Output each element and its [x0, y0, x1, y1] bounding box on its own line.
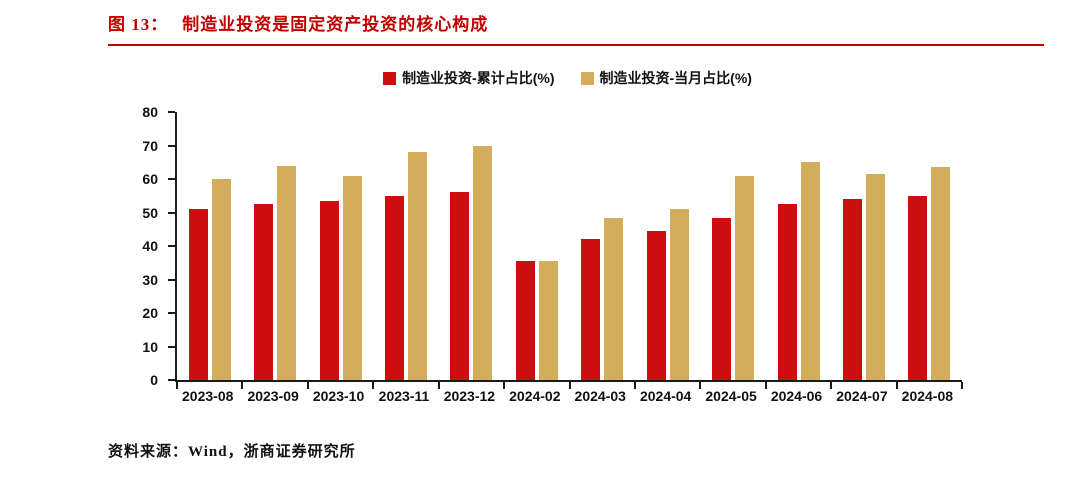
plot-area [168, 111, 963, 389]
bar-cumulative [188, 209, 208, 380]
x-tick-label: 2024-08 [901, 388, 954, 404]
bar-group [635, 112, 700, 380]
bar-monthly [800, 162, 820, 380]
x-tick-label: 2023-10 [312, 388, 365, 404]
bar-group [831, 112, 896, 380]
bar-group [177, 112, 242, 380]
bar-monthly [407, 152, 427, 380]
x-tick-mark [764, 382, 767, 389]
figure-title: 制造业投资是固定资产投资的核心构成 [182, 15, 489, 34]
y-tick-label: 40 [142, 238, 158, 254]
y-tick-mark [168, 211, 175, 214]
y-tick-label: 10 [142, 338, 158, 355]
bar-cumulative [712, 217, 732, 380]
bar-monthly [865, 173, 885, 380]
bars [177, 112, 962, 380]
y-tick-mark [168, 245, 175, 247]
y-tick-label: 20 [142, 305, 158, 321]
x-tick-label: 2023-08 [182, 388, 234, 404]
x-tick-label: 2024-07 [836, 388, 888, 404]
x-tick-mark [241, 382, 244, 389]
bar-cumulative [450, 192, 470, 380]
bar-group [373, 112, 438, 380]
y-tick-mark [168, 345, 175, 348]
legend-item-cumulative: 制造业投资-累计占比(%) [383, 68, 555, 88]
y-tick-mark [168, 144, 175, 147]
bar-monthly [604, 217, 624, 380]
bar-monthly [931, 167, 951, 380]
x-axis-labels: 2023-08 2023-09 2023-10 2023-11 2023-12 2024-… [175, 388, 960, 404]
bar-monthly [342, 175, 362, 380]
legend-swatch-monthly-icon [580, 71, 594, 85]
legend-swatch-cumulative-icon [383, 71, 397, 85]
bar-cumulative [254, 204, 274, 380]
y-tick-label: 80 [142, 104, 158, 120]
x-tick-label: 2024-05 [705, 388, 757, 404]
bar-group [766, 112, 831, 380]
x-tick-mark [895, 382, 898, 389]
bar-group [439, 112, 504, 380]
bar-monthly [669, 209, 689, 380]
x-tick-mark [633, 382, 636, 389]
bar-group [242, 112, 307, 380]
y-tick-label: 30 [142, 271, 158, 288]
y-tick-label: 0 [150, 372, 158, 388]
y-tick-mark [168, 178, 175, 180]
legend-item-monthly: 制造业投资-当月占比(%) [580, 68, 752, 88]
chart-legend: 制造业投资-累计占比(%) 制造业投资-当月占比(%) [175, 68, 960, 88]
x-tick-label: 2023-09 [247, 388, 299, 404]
x-tick-mark [176, 382, 178, 389]
bar-group [897, 112, 962, 380]
x-tick-mark [961, 382, 963, 389]
y-tick-mark [168, 278, 175, 281]
bar-cumulative [777, 204, 797, 380]
x-tick-label: 2024-04 [639, 388, 692, 404]
x-tick-mark [372, 382, 375, 389]
source-note: 资料来源：Wind，浙商证券研究所 [108, 444, 356, 460]
bar-cumulative [842, 199, 862, 380]
bar-cumulative [384, 195, 404, 380]
x-tick-mark [306, 382, 309, 389]
y-tick-label: 60 [142, 171, 158, 187]
x-tick-label: 2024-06 [770, 388, 823, 404]
bar-cumulative [908, 195, 928, 380]
x-tick-label: 2024-03 [574, 388, 626, 404]
x-tick-label: 2024-02 [509, 388, 561, 404]
bar-cumulative [581, 239, 601, 380]
x-tick-mark [830, 382, 833, 389]
bar-cumulative [515, 261, 535, 380]
bar-monthly [735, 175, 755, 380]
y-tick-mark [168, 312, 175, 314]
x-tick-mark [503, 382, 506, 389]
bar-group [700, 112, 765, 380]
x-tick-mark [699, 382, 702, 389]
bar-group [504, 112, 569, 380]
x-tick-label: 2023-12 [443, 388, 496, 404]
x-tick-mark [568, 382, 571, 389]
bar-monthly [277, 165, 297, 380]
bar-monthly [538, 261, 558, 380]
y-tick-mark [168, 379, 175, 381]
y-axis: 0 10 20 30 40 50 60 70 80 [118, 105, 168, 387]
bar-cumulative [319, 200, 339, 380]
x-tick-label: 2023-11 [378, 388, 430, 404]
y-tick-mark [168, 111, 175, 113]
figure-header: 图 13： 制造业投资是固定资产投资的核心构成 [108, 10, 1044, 46]
y-tick-label: 70 [142, 137, 158, 154]
bar-group [308, 112, 373, 380]
bar-monthly [211, 179, 231, 380]
bar-cumulative [646, 230, 666, 380]
y-tick-label: 50 [142, 204, 158, 221]
bar-group [570, 112, 635, 380]
bar-monthly [473, 145, 493, 380]
figure-number: 图 13： [108, 15, 169, 34]
legend-label-monthly: 制造业投资-当月占比(%) [599, 70, 752, 86]
legend-label-cumulative: 制造业投资-累计占比(%) [402, 70, 555, 86]
x-tick-mark [437, 382, 440, 389]
